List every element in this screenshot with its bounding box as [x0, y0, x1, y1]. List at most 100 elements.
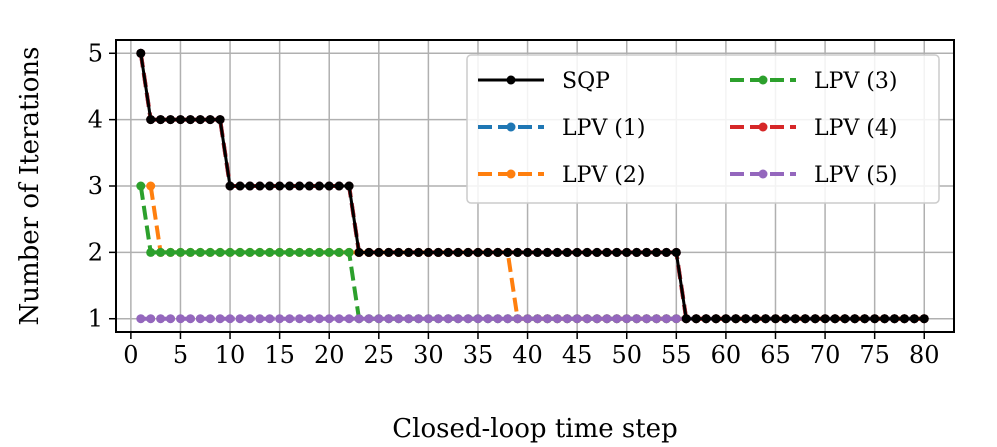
data-point-sqp: [542, 247, 552, 257]
data-point-lpv-5: [295, 314, 304, 324]
data-point-sqp: [721, 314, 731, 324]
legend-label-lpv-4: LPV (4): [814, 116, 897, 141]
x-tick-label: 80: [909, 341, 940, 369]
data-point-lpv-5: [285, 314, 295, 324]
data-point-lpv-3: [176, 247, 185, 257]
data-point-sqp: [493, 247, 503, 257]
x-axis-label: Closed-loop time step: [392, 414, 677, 444]
data-point-lpv-3: [255, 247, 265, 257]
data-point-sqp: [820, 314, 830, 324]
data-point-lpv-5: [483, 314, 493, 324]
data-point-sqp: [909, 314, 919, 324]
x-tick-label: 45: [562, 341, 593, 369]
data-point-sqp: [483, 247, 493, 257]
legend: SQP LPV (1) LPV (2) LPV (3) LPV (4) LPV (5): [466, 54, 940, 204]
data-point-sqp: [810, 314, 820, 324]
data-point-sqp: [860, 314, 870, 324]
data-point-sqp: [354, 247, 364, 257]
data-point-lpv-5: [205, 314, 215, 324]
data-point-lpv-5: [632, 314, 642, 324]
data-point-lpv-5: [304, 314, 314, 324]
data-point-lpv-3: [215, 247, 225, 257]
y-axis-label: Number of Iterations: [15, 47, 45, 326]
x-tick-label: 20: [314, 341, 345, 369]
legend-item-lpv-3: LPV (3): [730, 69, 897, 94]
data-point-lpv-3: [334, 247, 344, 257]
data-point-sqp: [711, 314, 721, 324]
data-point-sqp: [671, 247, 681, 257]
data-point-lpv-5: [414, 314, 423, 324]
data-point-sqp: [731, 314, 741, 324]
data-point-sqp: [592, 247, 602, 257]
legend-item-sqp: SQP: [478, 69, 610, 94]
data-point-sqp: [215, 115, 225, 125]
data-point-sqp: [622, 247, 632, 257]
y-tick-label: 4: [88, 106, 103, 134]
x-tick-label: 25: [364, 341, 395, 369]
data-point-lpv-5: [523, 314, 533, 324]
data-point-lpv-5: [562, 314, 572, 324]
data-point-lpv-5: [592, 314, 602, 324]
data-point-sqp: [562, 247, 572, 257]
data-point-lpv-5: [235, 314, 245, 324]
legend-box: [466, 54, 940, 204]
data-point-sqp: [870, 314, 880, 324]
legend-marker-lpv-1: [506, 122, 516, 132]
data-point-sqp: [394, 247, 404, 257]
x-tick-label: 5: [173, 341, 188, 369]
data-point-sqp: [552, 247, 562, 257]
data-point-lpv-5: [136, 314, 146, 324]
data-point-lpv-3: [225, 247, 235, 257]
x-tick-label: 70: [810, 341, 841, 369]
data-point-sqp: [185, 115, 195, 125]
legend-label-lpv-2: LPV (2): [562, 163, 645, 188]
data-point-sqp: [414, 247, 423, 257]
legend-item-lpv-5: LPV (5): [730, 163, 897, 188]
legend-marker-lpv-3: [758, 75, 768, 85]
data-point-lpv-5: [473, 314, 483, 324]
data-point-lpv-3: [314, 247, 324, 257]
data-point-lpv-5: [433, 314, 443, 324]
data-point-lpv-5: [354, 314, 364, 324]
data-point-lpv-5: [582, 314, 592, 324]
data-point-sqp: [314, 181, 324, 191]
data-point-sqp: [275, 181, 285, 191]
data-point-lpv-3: [295, 247, 304, 257]
x-tick-label: 65: [760, 341, 791, 369]
data-point-sqp: [176, 115, 185, 125]
legend-label-lpv-1: LPV (1): [562, 116, 645, 141]
data-point-sqp: [443, 247, 453, 257]
data-point-sqp: [433, 247, 443, 257]
data-point-lpv-5: [602, 314, 612, 324]
data-point-sqp: [612, 247, 622, 257]
data-point-sqp: [701, 314, 711, 324]
data-point-sqp: [136, 48, 146, 58]
x-tick-label: 35: [463, 341, 494, 369]
data-point-sqp: [404, 247, 414, 257]
data-point-lpv-3: [304, 247, 314, 257]
legend-marker-sqp: [506, 75, 516, 85]
data-point-lpv-5: [245, 314, 255, 324]
data-point-sqp: [304, 181, 314, 191]
data-point-sqp: [572, 247, 582, 257]
data-point-sqp: [423, 247, 433, 257]
data-point-lpv-5: [463, 314, 473, 324]
data-point-sqp: [146, 115, 156, 125]
data-point-sqp: [830, 314, 840, 324]
legend-marker-lpv-2: [506, 169, 516, 179]
x-tick-label: 55: [661, 341, 692, 369]
data-point-lpv-3: [285, 247, 295, 257]
data-point-sqp: [751, 314, 761, 324]
legend-label-sqp: SQP: [562, 69, 610, 94]
data-point-sqp: [850, 314, 860, 324]
data-point-sqp: [255, 181, 265, 191]
data-point-sqp: [691, 314, 701, 324]
legend-label-lpv-3: LPV (3): [814, 69, 897, 94]
data-point-sqp: [225, 181, 235, 191]
data-point-lpv-5: [324, 314, 334, 324]
data-point-lpv-3: [205, 247, 215, 257]
data-point-lpv-3: [324, 247, 334, 257]
legend-marker-lpv-4: [758, 122, 768, 132]
